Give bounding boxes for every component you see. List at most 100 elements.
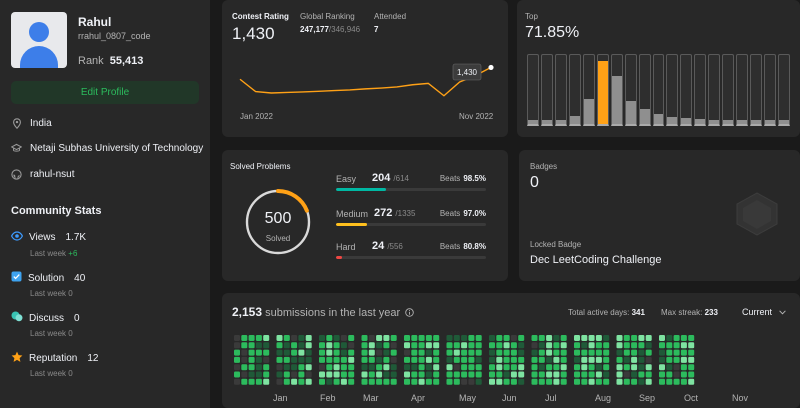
heatmap-cell[interactable]: [503, 371, 510, 378]
heatmap-cell[interactable]: [496, 364, 503, 371]
heatmap-cell[interactable]: [340, 364, 347, 371]
heatmap-cell[interactable]: [361, 342, 368, 349]
heatmap-cell[interactable]: [531, 364, 538, 371]
heatmap-cell[interactable]: [588, 335, 595, 341]
heatmap-cell[interactable]: [645, 378, 652, 385]
heatmap-cell[interactable]: [645, 349, 652, 356]
heatmap-cell[interactable]: [659, 371, 665, 378]
heatmap-cell[interactable]: [241, 335, 248, 341]
heatmap-cell[interactable]: [560, 378, 567, 385]
heatmap-cell[interactable]: [433, 356, 440, 363]
heatmap-cell[interactable]: [616, 342, 623, 349]
heatmap-cell[interactable]: [305, 349, 312, 356]
heatmap-cell[interactable]: [255, 349, 262, 356]
heatmap-cell[interactable]: [283, 378, 290, 385]
heatmap-cell[interactable]: [255, 342, 262, 349]
heatmap-cell[interactable]: [581, 371, 588, 378]
heatmap-cell[interactable]: [538, 378, 545, 385]
heatmap-cell[interactable]: [263, 335, 270, 341]
heatmap-cell[interactable]: [291, 371, 298, 378]
heatmap-cell[interactable]: [404, 356, 410, 363]
heatmap-cell[interactable]: [623, 364, 630, 371]
heatmap-cell[interactable]: [688, 371, 695, 378]
heatmap-cell[interactable]: [376, 371, 383, 378]
heatmap-cell[interactable]: [248, 335, 255, 341]
heatmap-cell[interactable]: [496, 335, 503, 341]
heatmap-cell[interactable]: [340, 356, 347, 363]
heatmap-cell[interactable]: [291, 378, 298, 385]
heatmap-cell[interactable]: [404, 349, 410, 356]
heatmap-cell[interactable]: [496, 356, 503, 363]
heatmap-cell[interactable]: [390, 356, 397, 363]
heatmap-cell[interactable]: [503, 378, 510, 385]
heatmap-cell[interactable]: [241, 349, 248, 356]
heatmap-cell[interactable]: [595, 378, 602, 385]
heatmap-cell[interactable]: [291, 349, 298, 356]
heatmap-cell[interactable]: [298, 371, 305, 378]
heatmap-cell[interactable]: [588, 378, 595, 385]
heatmap-cell[interactable]: [446, 335, 453, 341]
heatmap-cell[interactable]: [475, 356, 482, 363]
heatmap-cell[interactable]: [368, 335, 375, 341]
heatmap-cell[interactable]: [418, 364, 425, 371]
heatmap-cell[interactable]: [411, 356, 418, 363]
heatmap-cell[interactable]: [489, 356, 495, 363]
heatmap-cell[interactable]: [333, 335, 340, 341]
heatmap-cell[interactable]: [673, 364, 680, 371]
heatmap-cell[interactable]: [461, 378, 468, 385]
heatmap-cell[interactable]: [298, 378, 305, 385]
heatmap-cell[interactable]: [546, 356, 553, 363]
heatmap-cell[interactable]: [538, 342, 545, 349]
heatmap-cell[interactable]: [248, 349, 255, 356]
heatmap-cell[interactable]: [574, 356, 580, 363]
heatmap-cell[interactable]: [411, 335, 418, 341]
heatmap-cell[interactable]: [255, 356, 262, 363]
heatmap-cell[interactable]: [510, 335, 517, 341]
heatmap-cell[interactable]: [376, 356, 383, 363]
heatmap-cell[interactable]: [538, 364, 545, 371]
heatmap-cell[interactable]: [368, 371, 375, 378]
heatmap-cell[interactable]: [305, 342, 312, 349]
heatmap-cell[interactable]: [348, 335, 355, 341]
heatmap-cell[interactable]: [666, 342, 673, 349]
heatmap-cell[interactable]: [276, 356, 283, 363]
heatmap-cell[interactable]: [425, 364, 432, 371]
heatmap-cell[interactable]: [616, 335, 623, 341]
heatmap-cell[interactable]: [553, 349, 560, 356]
heatmap-cell[interactable]: [616, 356, 623, 363]
heatmap-cell[interactable]: [425, 356, 432, 363]
heatmap-cell[interactable]: [489, 371, 495, 378]
heatmap-cell[interactable]: [418, 349, 425, 356]
heatmap-cell[interactable]: [461, 371, 468, 378]
heatmap-cell[interactable]: [588, 371, 595, 378]
heatmap-cell[interactable]: [489, 335, 495, 341]
heatmap-cell[interactable]: [390, 378, 397, 385]
heatmap-cell[interactable]: [603, 356, 610, 363]
heatmap-cell[interactable]: [361, 349, 368, 356]
heatmap-cell[interactable]: [468, 356, 475, 363]
heatmap-cell[interactable]: [489, 378, 495, 385]
heatmap-cell[interactable]: [553, 356, 560, 363]
heatmap-cell[interactable]: [623, 371, 630, 378]
heatmap-cell[interactable]: [581, 364, 588, 371]
heatmap-cell[interactable]: [688, 378, 695, 385]
heatmap-cell[interactable]: [638, 356, 645, 363]
heatmap-cell[interactable]: [496, 342, 503, 349]
heatmap-cell[interactable]: [425, 342, 432, 349]
heatmap-cell[interactable]: [390, 335, 397, 341]
heatmap-cell[interactable]: [453, 371, 460, 378]
heatmap-cell[interactable]: [425, 349, 432, 356]
edit-profile-button[interactable]: Edit Profile: [11, 81, 199, 104]
heatmap-cell[interactable]: [283, 342, 290, 349]
heatmap-cell[interactable]: [255, 378, 262, 385]
heatmap-cell[interactable]: [263, 356, 270, 363]
heatmap-cell[interactable]: [383, 371, 390, 378]
heatmap-cell[interactable]: [461, 349, 468, 356]
heatmap-cell[interactable]: [425, 378, 432, 385]
heatmap-cell[interactable]: [666, 378, 673, 385]
heatmap-cell[interactable]: [453, 364, 460, 371]
heatmap-cell[interactable]: [546, 371, 553, 378]
heatmap-cell[interactable]: [433, 349, 440, 356]
heatmap-cell[interactable]: [283, 356, 290, 363]
heatmap-cell[interactable]: [376, 335, 383, 341]
